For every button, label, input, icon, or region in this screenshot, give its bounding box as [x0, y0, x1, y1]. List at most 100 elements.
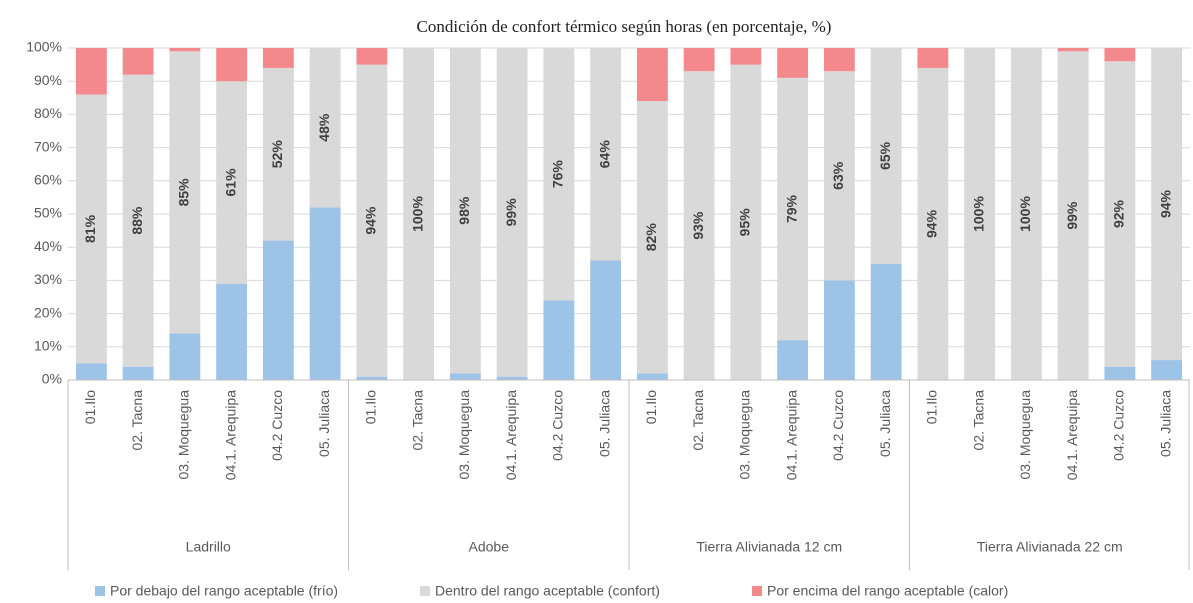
value-label: 79%	[783, 194, 799, 223]
bar-segment	[356, 48, 388, 65]
y-tick-label: 80%	[34, 105, 62, 121]
bar-segment	[309, 48, 341, 208]
value-label: 82%	[643, 223, 659, 252]
group-label: Ladrillo	[186, 539, 231, 555]
x-tick-label: 02. Tacna	[690, 390, 706, 451]
legend-swatch	[95, 586, 105, 596]
bar-segment	[75, 94, 107, 364]
value-label: 81%	[82, 214, 98, 243]
value-label: 94%	[363, 206, 379, 235]
value-label: 99%	[1064, 201, 1080, 230]
legend-label: Por encima del rango aceptable (calor)	[767, 583, 1008, 599]
value-label: 48%	[316, 113, 332, 142]
value-label: 52%	[269, 140, 285, 169]
bar-segment	[823, 280, 855, 380]
value-label: 63%	[830, 161, 846, 190]
bar-segment	[122, 74, 154, 367]
bar-segment	[823, 71, 855, 281]
bar-segment	[262, 67, 294, 241]
legend-label: Dentro del rango aceptable (confort)	[435, 583, 660, 599]
chart-title: Condición de confort térmico según horas…	[417, 17, 832, 36]
bar-segment	[1057, 48, 1089, 52]
bar-segment	[683, 48, 715, 72]
bar-segment	[216, 48, 248, 82]
bar-segment	[496, 48, 528, 377]
bar-segment	[75, 48, 107, 95]
value-label: 98%	[456, 196, 472, 225]
bar-segment	[403, 48, 435, 380]
bar-segment	[309, 207, 341, 380]
bar-segment	[169, 48, 201, 52]
bar-segment	[823, 48, 855, 72]
y-tick-label: 40%	[34, 238, 62, 254]
value-label: 100%	[1017, 196, 1033, 232]
bar-segment	[917, 48, 949, 68]
x-tick-label: 04.2 Cuzco	[830, 390, 846, 461]
bar-segment	[917, 67, 949, 381]
bar-segment	[636, 101, 668, 374]
value-label: 61%	[222, 168, 238, 197]
bar-segment	[683, 71, 715, 381]
x-tick-label: 04.1. Arequipa	[222, 390, 238, 481]
value-label: 95%	[737, 208, 753, 237]
y-tick-label: 70%	[34, 138, 62, 154]
bar-segment	[1151, 48, 1183, 361]
y-tick-label: 50%	[34, 205, 62, 221]
legend-swatch	[420, 586, 430, 596]
x-tick-label: 01.Ilo	[363, 390, 379, 424]
bar-segment	[449, 373, 481, 380]
y-tick-label: 10%	[34, 338, 62, 354]
bar-segment	[169, 333, 201, 380]
x-tick-label: 04.2 Cuzco	[1111, 390, 1127, 461]
x-tick-label: 05. Juliaca	[877, 390, 893, 457]
x-tick-label: 05. Juliaca	[316, 390, 332, 457]
value-label: 76%	[550, 160, 566, 189]
value-label: 88%	[129, 206, 145, 235]
bar-segment	[122, 48, 154, 75]
bar-segment	[496, 376, 528, 380]
value-label: 92%	[1111, 199, 1127, 228]
value-label: 93%	[690, 211, 706, 240]
x-tick-label: 02. Tacna	[129, 390, 145, 451]
x-tick-label: 04.1. Arequipa	[783, 390, 799, 481]
value-label: 65%	[877, 141, 893, 170]
bar-segment	[262, 48, 294, 68]
bar-segment	[216, 81, 248, 284]
value-label: 99%	[503, 198, 519, 227]
value-label: 94%	[924, 209, 940, 238]
x-tick-label: 04.2 Cuzco	[269, 390, 285, 461]
bar-segment	[356, 376, 388, 380]
x-tick-label: 05. Juliaca	[1157, 390, 1173, 457]
legend-swatch	[752, 586, 762, 596]
bar-segment	[590, 260, 622, 380]
y-tick-label: 100%	[26, 39, 62, 55]
bar-segment	[1010, 48, 1042, 380]
bar-segment	[169, 51, 201, 334]
bar-segment	[122, 366, 154, 380]
bar-segment	[636, 48, 668, 102]
value-label: 64%	[596, 140, 612, 169]
y-tick-label: 30%	[34, 271, 62, 287]
bar-segment	[964, 48, 996, 380]
bar-segment	[1104, 48, 1136, 62]
x-tick-label: 04.1. Arequipa	[1064, 390, 1080, 481]
bar-segment	[1104, 61, 1136, 367]
x-tick-label: 01.Ilo	[643, 390, 659, 424]
bar-segment	[262, 240, 294, 380]
x-tick-label: 03. Moquegua	[737, 390, 753, 480]
value-label: 100%	[409, 196, 425, 232]
x-tick-label: 01.Ilo	[924, 390, 940, 424]
bar-segment	[449, 48, 481, 374]
bar-segment	[1104, 366, 1136, 380]
x-tick-label: 03. Moquegua	[1017, 390, 1033, 480]
bar-segment	[1151, 360, 1183, 380]
group-label: Tierra Alivianada 12 cm	[696, 539, 842, 555]
bar-segment	[730, 48, 762, 65]
bar-segment	[543, 300, 575, 380]
bar-segment	[870, 263, 902, 380]
bar-segment	[777, 48, 809, 78]
bar-segment	[870, 48, 902, 264]
y-tick-label: 90%	[34, 72, 62, 88]
group-label: Tierra Alivianada 22 cm	[977, 539, 1123, 555]
value-label: 94%	[1157, 189, 1173, 218]
